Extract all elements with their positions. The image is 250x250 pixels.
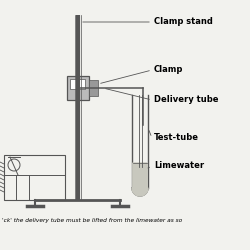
Text: 'ck' the delivery tube must be lifted from the limewater as so: 'ck' the delivery tube must be lifted fr…	[2, 218, 182, 223]
FancyBboxPatch shape	[89, 80, 98, 96]
FancyBboxPatch shape	[67, 76, 89, 100]
Text: Delivery tube: Delivery tube	[154, 96, 218, 104]
FancyBboxPatch shape	[70, 79, 85, 89]
Text: Clamp: Clamp	[154, 66, 184, 74]
Text: Limewater: Limewater	[154, 162, 204, 170]
Text: Clamp stand: Clamp stand	[154, 18, 213, 26]
Text: Test-tube: Test-tube	[154, 134, 199, 142]
Polygon shape	[132, 163, 148, 196]
